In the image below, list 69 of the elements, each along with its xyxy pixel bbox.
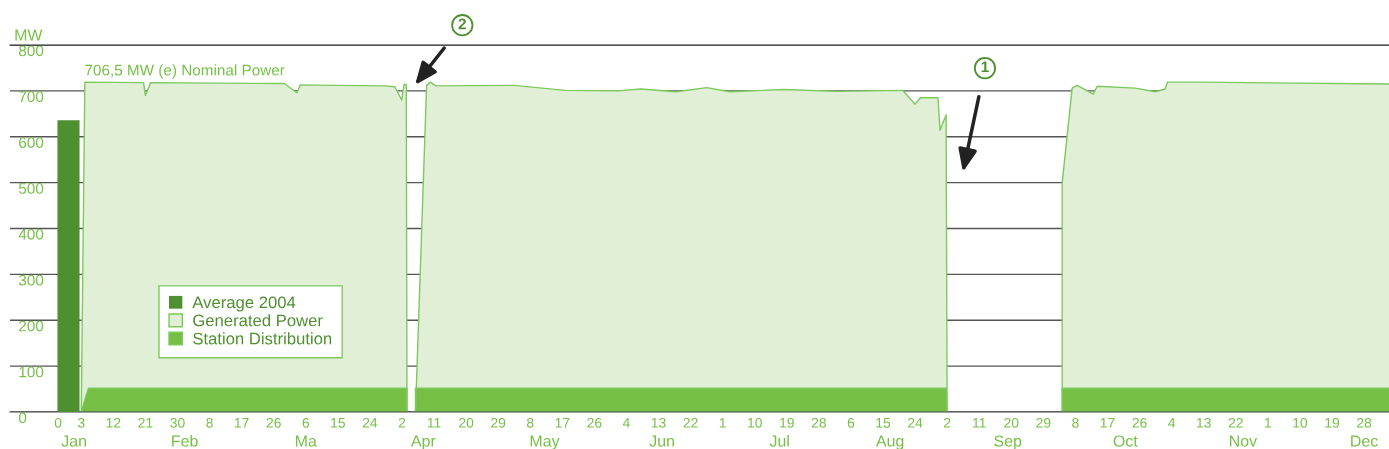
x2-tick-label: Oct [1113,435,1138,447]
x-tick-label: 26 [587,417,602,428]
x-tick-label: 12 [106,417,121,428]
y-tick-label: 500 [18,183,44,194]
x2-tick-label: Sep [994,435,1022,449]
x-tick-label: 13 [1197,417,1211,428]
x-tick-label: 28 [1357,417,1372,428]
x-tick-label: 11 [427,418,441,428]
x-tick-label: 4 [1168,418,1176,428]
x-tick-label: 13 [651,417,666,428]
x2-tick-label: Jun [649,435,674,447]
x2-tick-label: Aug [875,435,904,449]
legend-label: Average 2004 [192,296,296,312]
x-tick-label: 2 [398,417,406,428]
y-axis-title: MW [15,29,43,41]
x-tick-label: 11 [973,418,986,428]
y-tick-label: 400 [18,228,44,240]
y-tick-label: 200 [19,320,44,332]
x2-tick-label: Nov [1230,435,1258,447]
annotation: 1 [981,61,989,73]
y-tick-label: 700 [19,91,44,103]
x-tick-label: 30 [170,417,185,428]
x2-tick-label: Jan [61,435,86,447]
x-tick-label: 19 [780,417,794,428]
x-tick-label: 22 [1228,417,1243,428]
y-tick-label: 100 [19,366,44,378]
text: 2 [458,18,466,30]
x-tick-label: 1 [719,418,726,428]
x-tick-label: 20 [459,417,474,428]
x-tick-label: 17 [1100,418,1115,428]
legend-label: Station Distribution [193,332,332,345]
x-tick-label: 1 [1265,418,1272,428]
x-tick-label: 20 [1004,417,1019,428]
x-tick-label: 8 [1072,417,1079,428]
legend-label: Generated Power [193,314,323,327]
x-tick-label: 26 [1132,417,1147,428]
x-tick-label: 24 [362,417,378,428]
x-tick-label: 21 [138,417,153,428]
x-tick-label: 10 [748,417,762,428]
x2-tick-label: Dec [1351,435,1378,447]
x-tick-label: 2 [943,417,951,428]
x2-tick-label: Feb [172,434,198,447]
x-tick-label: 29 [1036,417,1051,428]
x-tick-label: 3 [77,417,85,428]
x-tick-label: 8 [206,417,213,428]
x-tick-label: 15 [331,418,345,428]
y-tick-label: 800 [19,45,44,57]
x-tick-label: 0 [54,417,62,428]
x-tick-label: 10 [1293,417,1308,428]
y-tick-label: 600 [19,137,44,148]
x-tick-label: 4 [622,418,630,428]
x2-tick-label: May [530,435,560,449]
x-tick-label: 19 [1325,417,1340,428]
x2-tick-label: Ma [295,435,317,447]
x2-tick-label: Apr [410,435,436,449]
x-tick-label: 29 [491,417,506,428]
x-tick-label: 28 [811,417,826,428]
x-tick-label: 24 [908,417,923,428]
x-tick-label: 8 [526,417,534,428]
x2-tick-label: Jul [769,434,789,447]
x-tick-label: 26 [266,417,281,428]
y-tick-label: 300 [18,274,44,286]
x-tick-label: 17 [555,418,570,428]
x-tick-label: 15 [876,418,891,428]
x-tick-label: 6 [847,417,855,428]
x-tick-label: 17 [234,418,249,428]
x-tick-label: 6 [302,417,310,428]
annotation: 706,5 MW (e) Nominal Power [85,64,285,79]
x-tick-label: 22 [683,417,698,428]
